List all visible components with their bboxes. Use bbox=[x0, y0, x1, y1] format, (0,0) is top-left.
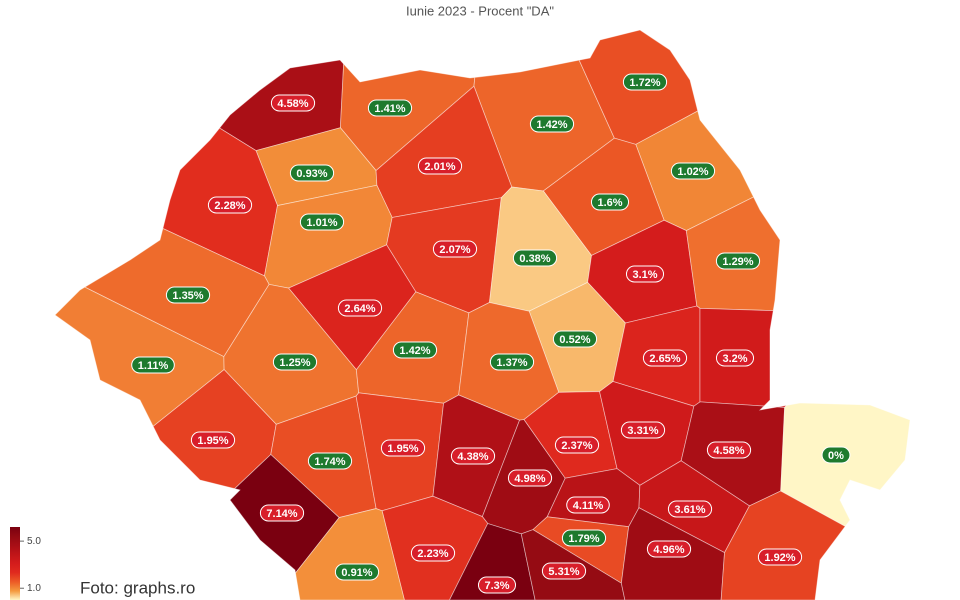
value-label: 5.31% bbox=[548, 566, 579, 578]
label-badge bbox=[622, 73, 668, 91]
label-badge bbox=[334, 563, 380, 581]
value-label: 1.37% bbox=[496, 357, 527, 369]
value-label: 3.1% bbox=[632, 269, 657, 281]
value-label: 1.6% bbox=[597, 197, 622, 209]
label-badge bbox=[299, 213, 345, 231]
value-label: 0.91% bbox=[341, 567, 372, 579]
value-label: 1.42% bbox=[399, 345, 430, 357]
value-label: 2.28% bbox=[214, 200, 245, 212]
value-label: 1.11% bbox=[138, 360, 169, 372]
label-badge bbox=[272, 353, 318, 371]
label-badge bbox=[706, 441, 752, 459]
label-badge bbox=[392, 341, 438, 359]
value-label: 3.2% bbox=[722, 353, 747, 365]
label-badge bbox=[489, 353, 535, 371]
value-label: 7.3% bbox=[484, 580, 509, 592]
regions bbox=[54, 29, 911, 600]
value-label: 1.95% bbox=[387, 443, 418, 455]
value-label: 2.23% bbox=[417, 548, 448, 560]
value-label: 1.01% bbox=[306, 217, 337, 229]
label-badge bbox=[566, 496, 610, 514]
label-badge bbox=[529, 115, 575, 133]
value-label: 1.92% bbox=[764, 552, 795, 564]
value-label: 3.61% bbox=[674, 504, 705, 516]
label-badge bbox=[554, 436, 600, 454]
value-label: 2.65% bbox=[649, 353, 680, 365]
value-label: 3.31% bbox=[627, 425, 658, 437]
value-label: 2.64% bbox=[344, 303, 375, 315]
value-label: 1.72% bbox=[629, 77, 660, 89]
value-label: 0.93% bbox=[296, 168, 327, 180]
label-badge bbox=[367, 99, 413, 117]
label-badge bbox=[259, 504, 305, 522]
label-badge bbox=[620, 421, 666, 439]
map-title: Iunie 2023 - Procent "DA" bbox=[406, 3, 554, 18]
label-badge bbox=[410, 544, 456, 562]
label-badge bbox=[165, 286, 211, 304]
value-label: 4.98% bbox=[514, 473, 545, 485]
value-label: 0.52% bbox=[559, 334, 590, 346]
label-badge bbox=[552, 330, 598, 348]
label-badge bbox=[507, 469, 553, 487]
label-badge bbox=[307, 452, 353, 470]
value-label: 4.58% bbox=[277, 98, 308, 110]
value-label: 1.35% bbox=[172, 290, 203, 302]
value-label: 1.42% bbox=[536, 119, 567, 131]
value-label: 4.58% bbox=[713, 445, 744, 457]
label-badge bbox=[512, 249, 558, 267]
label-badge bbox=[667, 500, 713, 518]
label-badge bbox=[590, 193, 630, 211]
value-label: 1.74% bbox=[314, 456, 345, 468]
label-badge bbox=[380, 439, 426, 457]
value-label: 2.37% bbox=[561, 440, 592, 452]
value-label: 1.41% bbox=[374, 103, 405, 115]
label-badge bbox=[561, 529, 607, 547]
label-badge bbox=[450, 447, 496, 465]
value-label: 1.02% bbox=[677, 166, 708, 178]
label-badge bbox=[625, 265, 665, 283]
label-badge bbox=[477, 576, 517, 594]
colorbar-scale bbox=[10, 527, 20, 600]
value-label: 2.01% bbox=[424, 161, 455, 173]
colorbar-tick-label: 1.0 bbox=[27, 583, 41, 594]
label-badge bbox=[715, 349, 755, 367]
credit: Foto: graphs.ro bbox=[80, 578, 195, 597]
value-label: 0.38% bbox=[519, 253, 550, 265]
label-badge bbox=[337, 299, 383, 317]
label-badge bbox=[670, 162, 716, 180]
label-badge bbox=[432, 240, 478, 258]
label-badge bbox=[541, 562, 587, 580]
label-badge bbox=[642, 349, 688, 367]
colorbar: 5.0 1.0 bbox=[10, 527, 41, 600]
label-badge bbox=[417, 157, 463, 175]
value-label: 1.29% bbox=[722, 256, 753, 268]
region bbox=[720, 490, 846, 600]
value-label: 4.11% bbox=[573, 500, 604, 512]
label-badge bbox=[646, 540, 692, 558]
label-badge bbox=[190, 431, 236, 449]
value-label: 1.79% bbox=[568, 533, 599, 545]
label-badge bbox=[207, 196, 253, 214]
value-label: 4.38% bbox=[457, 451, 488, 463]
value-label: 2.07% bbox=[439, 244, 470, 256]
label-badge bbox=[270, 94, 316, 112]
label-badge bbox=[289, 164, 335, 182]
label-badge bbox=[757, 548, 803, 566]
label-badge bbox=[821, 446, 851, 464]
value-label: 4.96% bbox=[653, 544, 684, 556]
labels: 4.58% 1.41% 1.42% 1.72% 0.93% 2.01% 1.02% 2.28%… bbox=[131, 73, 851, 594]
value-label: 0% bbox=[828, 450, 844, 462]
value-label: 7.14% bbox=[266, 508, 297, 520]
label-badge bbox=[715, 252, 761, 270]
value-label: 1.95% bbox=[197, 435, 228, 447]
label-badge bbox=[131, 356, 175, 374]
value-label: 1.25% bbox=[279, 357, 310, 369]
colorbar-tick-label: 5.0 bbox=[27, 536, 41, 547]
